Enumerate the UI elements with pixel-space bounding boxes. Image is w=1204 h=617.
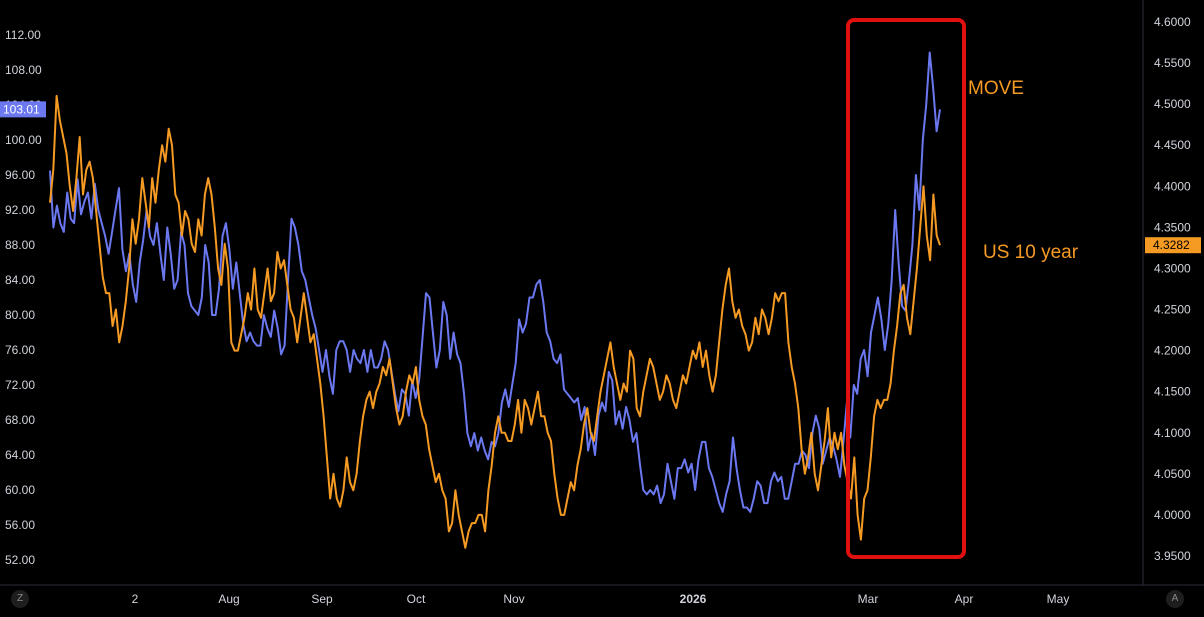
right-axis-tick: 4.5000: [1154, 97, 1191, 111]
left-axis-tick: 88.00: [5, 238, 35, 252]
us10y-annotation: US 10 year: [983, 242, 1079, 263]
left-axis-tick: 80.00: [5, 308, 35, 322]
us10y-last-value-badge: [1145, 237, 1201, 254]
left-axis-tick: 84.00: [5, 273, 35, 287]
time-axis-tick: Oct: [407, 592, 426, 606]
right-axis-tick: 3.9500: [1154, 549, 1191, 563]
move-last-value-text: 103.01: [3, 102, 40, 116]
right-axis-tick: 4.6000: [1154, 15, 1191, 29]
us10y-series-line: [49, 94, 941, 549]
time-axis-tick: Nov: [503, 592, 524, 606]
time-axis-tick: 2: [132, 592, 139, 606]
move-last-value-badge: [0, 101, 46, 118]
left-axis-tick: 64.00: [5, 448, 35, 462]
right-axis-tick: 4.5500: [1154, 56, 1191, 70]
left-axis-tick-labels: 112.00108.00104.00100.0096.0092.0088.008…: [5, 28, 42, 567]
left-axis-tick: 108.00: [5, 63, 42, 77]
time-axis-tick: Apr: [955, 592, 974, 606]
right-axis-tick: 4.0500: [1154, 467, 1191, 481]
left-axis-tick: 72.00: [5, 378, 35, 392]
left-axis-tick: 112.00: [5, 28, 41, 42]
right-axis-tick: 4.2000: [1154, 344, 1191, 358]
time-axis-tick: 2026: [680, 592, 707, 606]
left-axis-tick: 96.00: [5, 168, 35, 182]
auto-scale-left-button[interactable]: Z: [11, 590, 29, 608]
plot-area: [49, 51, 941, 549]
right-axis-tick-labels: 4.6000 4.5500 4.5000 4.4500 4.4000 4.3500 4.30…: [1154, 15, 1191, 563]
time-axis-tick: Aug: [218, 592, 239, 606]
time-axis-tick: May: [1047, 592, 1070, 606]
time-axis-tick: Sep: [311, 592, 333, 606]
move-annotation: MOVE: [968, 78, 1024, 99]
right-axis-tick: 4.0000: [1154, 508, 1191, 522]
left-axis-tick: 56.00: [5, 518, 35, 532]
right-axis-tick: 4.3500: [1154, 220, 1191, 234]
move-series-line: [49, 51, 941, 513]
auto-scale-right-button[interactable]: A: [1166, 590, 1184, 608]
left-axis-tick: 52.00: [5, 553, 35, 567]
time-axis-tick: Mar: [858, 592, 879, 606]
left-axis-tick: 68.00: [5, 413, 35, 427]
left-axis-tick: 76.00: [5, 343, 35, 357]
left-axis-tick: 60.00: [5, 483, 35, 497]
left-axis-tick: 92.00: [5, 203, 35, 217]
right-axis-tick: 4.4500: [1154, 138, 1191, 152]
highlight-box: [846, 18, 966, 559]
right-axis-tick: 4.4000: [1154, 179, 1191, 193]
right-axis-tick: 4.3000: [1154, 261, 1191, 275]
right-axis-tick: 4.1500: [1154, 385, 1191, 399]
us10y-last-value-text: 4.3282: [1153, 238, 1190, 252]
left-axis-tick: 100.00: [5, 133, 42, 147]
time-axis-tick-labels: 2 Aug Sep Oct Nov 2026 Mar Apr May: [132, 592, 1070, 606]
right-axis-tick: 4.2500: [1154, 303, 1191, 317]
right-axis-tick: 4.1000: [1154, 426, 1191, 440]
last-value-badges: 103.01 4.3282: [0, 101, 1201, 254]
